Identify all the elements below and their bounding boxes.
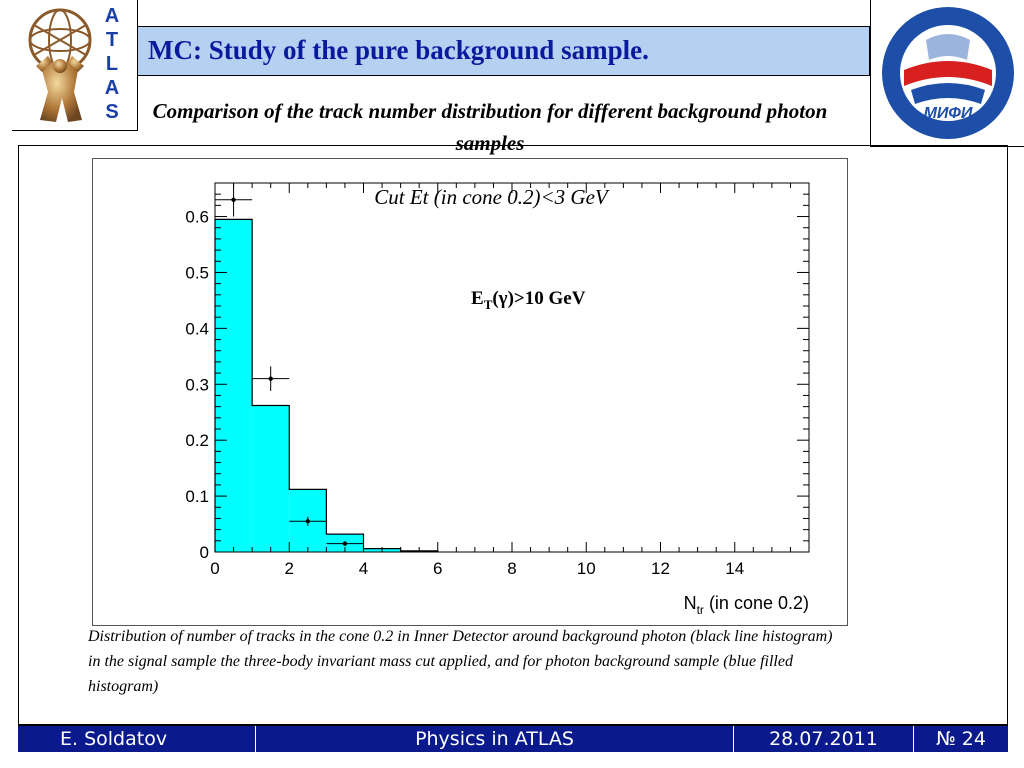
- footer-date: 28.07.2011: [734, 726, 914, 752]
- x-tick-label: 14: [725, 559, 744, 578]
- point-marker: [268, 376, 273, 381]
- point-marker: [342, 541, 348, 546]
- x-tick-label: 2: [285, 559, 294, 578]
- y-tick-label: 0.1: [185, 487, 209, 506]
- svg-text:A: A: [105, 5, 119, 27]
- data-points: [215, 183, 364, 546]
- annotation-rest: (γ)>10 GeV: [492, 288, 585, 309]
- footer-event: Physics in ATLAS: [256, 726, 734, 752]
- x-axis-label: Ntr (in cone 0.2): [684, 593, 809, 617]
- chart-annotation: ET(γ)>10 GeV: [471, 288, 586, 312]
- y-tick-label: 0.5: [185, 263, 209, 282]
- x-ticks: 0 2 4 6 8 10 12 14: [210, 183, 810, 578]
- data-point: [252, 366, 290, 391]
- x-tick-label: 6: [433, 559, 442, 578]
- content-frame: [18, 145, 1008, 725]
- x-tick-label: 8: [507, 559, 516, 578]
- university-seal-icon: МИФИ: [882, 7, 1014, 139]
- svg-text:S: S: [105, 101, 118, 123]
- y-tick-label: 0.2: [185, 431, 209, 450]
- atlas-logo: A T L A S: [12, 0, 138, 131]
- xlabel-sub: tr: [697, 603, 704, 617]
- xlabel-rest: (in cone 0.2): [704, 593, 809, 613]
- y-tick-label: 0: [200, 543, 209, 562]
- x-tick-label: 0: [210, 559, 219, 578]
- y-tick-label: 0.6: [185, 208, 209, 227]
- svg-text:A: A: [105, 77, 119, 99]
- xlabel-main: N: [684, 593, 697, 613]
- svg-text:МИФИ: МИФИ: [924, 105, 973, 122]
- histogram-bar: [252, 405, 290, 552]
- title-bar: MC: Study of the pure background sample.: [137, 26, 870, 76]
- point-marker: [231, 197, 236, 202]
- data-point: [326, 541, 364, 546]
- histogram-plot: 0 2 4 6 8 10 12 14 0 0.1 0.2 0.3 0.4 0.5 0.6 Cut Et (…: [92, 158, 848, 626]
- histogram-bar: [215, 219, 253, 552]
- chart-title: Cut Et (in cone 0.2)<3 GeV: [374, 185, 610, 209]
- x-tick-label: 12: [651, 559, 670, 578]
- annotation-main: E: [471, 288, 484, 309]
- data-point: [215, 183, 253, 217]
- mephi-logo: МИФИ: [870, 0, 1024, 147]
- y-ticks: 0 0.1 0.2 0.3 0.4 0.5 0.6: [185, 182, 809, 562]
- svg-text:T: T: [106, 29, 118, 51]
- figure-caption: Distribution of number of tracks in the …: [88, 628, 833, 695]
- y-tick-label: 0.3: [185, 375, 209, 394]
- slide-subtitle: Comparison of the track number distribut…: [152, 99, 828, 155]
- slide-title: MC: Study of the pure background sample.: [148, 35, 649, 65]
- svg-text:L: L: [106, 53, 118, 75]
- x-tick-label: 4: [359, 559, 368, 578]
- footer-slide-number: № 24: [936, 728, 986, 750]
- point-marker: [305, 519, 311, 524]
- footer-author: E. Soldatov: [18, 726, 256, 752]
- data-point: [289, 516, 327, 526]
- chart-svg: 0 2 4 6 8 10 12 14 0 0.1 0.2 0.3 0.4 0.5 0.6 Cut Et (…: [185, 182, 810, 617]
- y-tick-label: 0.4: [185, 319, 209, 338]
- annotation-sub: T: [484, 297, 493, 312]
- footer-bar: E. Soldatov Physics in ATLAS 28.07.2011 …: [18, 725, 1008, 752]
- histogram-bars: [214, 218, 439, 552]
- atlas-globe-icon: A T L A S: [28, 5, 119, 123]
- x-tick-label: 10: [577, 559, 596, 578]
